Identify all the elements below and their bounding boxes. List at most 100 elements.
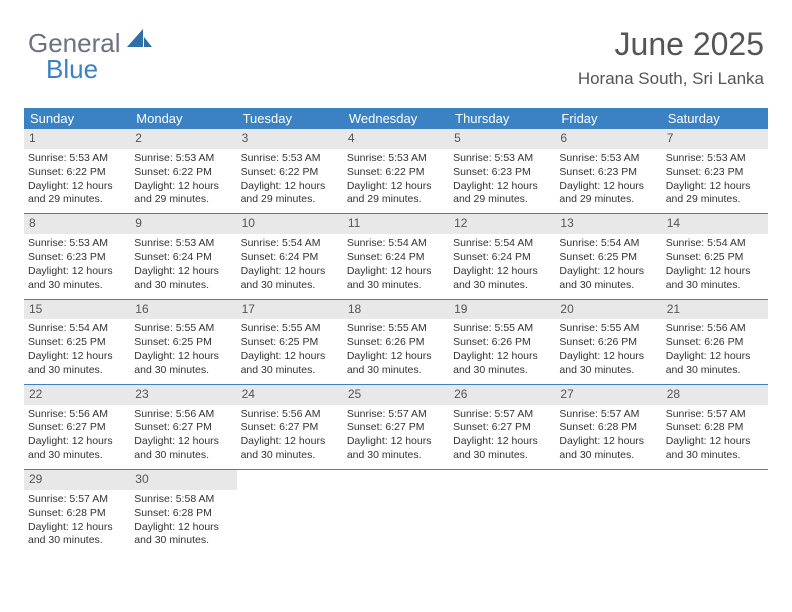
day-cell bbox=[555, 470, 661, 554]
day-body: Sunrise: 5:57 AMSunset: 6:27 PMDaylight:… bbox=[343, 405, 449, 469]
month-title: June 2025 bbox=[578, 26, 764, 63]
sunrise-line: Sunrise: 5:55 AM bbox=[559, 322, 657, 336]
daylight-line: Daylight: 12 hours and 30 minutes. bbox=[559, 265, 657, 293]
day-cell: 15Sunrise: 5:54 AMSunset: 6:25 PMDayligh… bbox=[24, 300, 130, 384]
daylight-line: Daylight: 12 hours and 30 minutes. bbox=[347, 350, 445, 378]
day-cell: 29Sunrise: 5:57 AMSunset: 6:28 PMDayligh… bbox=[24, 470, 130, 554]
sunrise-line: Sunrise: 5:57 AM bbox=[28, 493, 126, 507]
sunrise-line: Sunrise: 5:54 AM bbox=[666, 237, 764, 251]
day-body: Sunrise: 5:53 AMSunset: 6:24 PMDaylight:… bbox=[130, 234, 236, 298]
day-number: 26 bbox=[449, 385, 555, 405]
sunrise-line: Sunrise: 5:56 AM bbox=[666, 322, 764, 336]
day-cell: 28 Sunrise: 5:57 AMSunset: 6:28 PMDayligh… bbox=[662, 385, 768, 469]
day-body: Sunrise: 5:53 AMSunset: 6:23 PMDaylight:… bbox=[24, 234, 130, 298]
sunset-line: Sunset: 6:23 PM bbox=[28, 251, 126, 265]
sunrise-line: Sunrise: 5:53 AM bbox=[28, 237, 126, 251]
day-cell: 6Sunrise: 5:53 AMSunset: 6:23 PMDaylight… bbox=[555, 129, 661, 213]
sunset-line: Sunset: 6:25 PM bbox=[134, 336, 232, 350]
sunset-line: Sunset: 6:23 PM bbox=[453, 166, 551, 180]
day-cell: 27Sunrise: 5:57 AMSunset: 6:28 PMDayligh… bbox=[555, 385, 661, 469]
sunset-line: Sunset: 6:25 PM bbox=[241, 336, 339, 350]
day-body: Sunrise: 5:54 AMSunset: 6:24 PMDaylight:… bbox=[237, 234, 343, 298]
sunset-line: Sunset: 6:22 PM bbox=[241, 166, 339, 180]
daylight-line: Daylight: 12 hours and 30 minutes. bbox=[28, 435, 126, 463]
sunrise-line: Sunrise: 5:58 AM bbox=[134, 493, 232, 507]
day-cell bbox=[343, 470, 449, 554]
daylight-line: Daylight: 12 hours and 30 minutes. bbox=[347, 265, 445, 293]
calendar-grid: SundayMondayTuesdayWednesdayThursdayFrid… bbox=[24, 108, 768, 554]
day-number: 18 bbox=[343, 300, 449, 320]
day-cell: 26Sunrise: 5:57 AMSunset: 6:27 PMDayligh… bbox=[449, 385, 555, 469]
sunrise-line: Sunrise: 5:57 AM bbox=[666, 408, 764, 422]
day-cell: 19Sunrise: 5:55 AMSunset: 6:26 PMDayligh… bbox=[449, 300, 555, 384]
day-number: 10 bbox=[237, 214, 343, 234]
day-number: 2 bbox=[130, 129, 236, 149]
dow-cell: Monday bbox=[130, 108, 236, 129]
day-body: Sunrise: 5:54 AMSunset: 6:24 PMDaylight:… bbox=[449, 234, 555, 298]
day-cell: 10Sunrise: 5:54 AMSunset: 6:24 PMDayligh… bbox=[237, 214, 343, 298]
sunset-line: Sunset: 6:25 PM bbox=[559, 251, 657, 265]
daylight-line: Daylight: 12 hours and 30 minutes. bbox=[666, 350, 764, 378]
daylight-line: Daylight: 12 hours and 29 minutes. bbox=[134, 180, 232, 208]
sunrise-line: Sunrise: 5:56 AM bbox=[134, 408, 232, 422]
daylight-line: Daylight: 12 hours and 30 minutes. bbox=[28, 350, 126, 378]
logo-word-blue: Blue bbox=[46, 54, 98, 84]
sunset-line: Sunset: 6:27 PM bbox=[28, 421, 126, 435]
sunset-line: Sunset: 6:22 PM bbox=[347, 166, 445, 180]
sunrise-line: Sunrise: 5:55 AM bbox=[134, 322, 232, 336]
day-number: 7 bbox=[662, 129, 768, 149]
day-cell: 22Sunrise: 5:56 AMSunset: 6:27 PMDayligh… bbox=[24, 385, 130, 469]
day-cell: 3Sunrise: 5:53 AMSunset: 6:22 PMDaylight… bbox=[237, 129, 343, 213]
sunset-line: Sunset: 6:26 PM bbox=[666, 336, 764, 350]
daylight-line: Daylight: 12 hours and 30 minutes. bbox=[666, 435, 764, 463]
day-number: 13 bbox=[555, 214, 661, 234]
day-body: Sunrise: 5:56 AMSunset: 6:27 PMDaylight:… bbox=[130, 405, 236, 469]
sunset-line: Sunset: 6:24 PM bbox=[347, 251, 445, 265]
sunset-line: Sunset: 6:28 PM bbox=[666, 421, 764, 435]
week-row: 8Sunrise: 5:53 AMSunset: 6:23 PMDaylight… bbox=[24, 214, 768, 299]
day-body: Sunrise: 5:55 AMSunset: 6:25 PMDaylight:… bbox=[237, 319, 343, 383]
day-cell: 17Sunrise: 5:55 AMSunset: 6:25 PMDayligh… bbox=[237, 300, 343, 384]
day-body: Sunrise: 5:58 AMSunset: 6:28 PMDaylight:… bbox=[130, 490, 236, 554]
day-number: 8 bbox=[24, 214, 130, 234]
daylight-line: Daylight: 12 hours and 30 minutes. bbox=[453, 265, 551, 293]
daylight-line: Daylight: 12 hours and 29 minutes. bbox=[28, 180, 126, 208]
sunrise-line: Sunrise: 5:54 AM bbox=[347, 237, 445, 251]
day-cell: 20Sunrise: 5:55 AMSunset: 6:26 PMDayligh… bbox=[555, 300, 661, 384]
sunrise-line: Sunrise: 5:53 AM bbox=[28, 152, 126, 166]
daylight-line: Daylight: 12 hours and 30 minutes. bbox=[134, 521, 232, 549]
daylight-line: Daylight: 12 hours and 29 minutes. bbox=[241, 180, 339, 208]
sunrise-line: Sunrise: 5:54 AM bbox=[241, 237, 339, 251]
header: June 2025 Horana South, Sri Lanka bbox=[578, 26, 764, 89]
sunset-line: Sunset: 6:23 PM bbox=[666, 166, 764, 180]
day-cell: 14Sunrise: 5:54 AMSunset: 6:25 PMDayligh… bbox=[662, 214, 768, 298]
day-cell: 1Sunrise: 5:53 AMSunset: 6:22 PMDaylight… bbox=[24, 129, 130, 213]
daylight-line: Daylight: 12 hours and 30 minutes. bbox=[134, 265, 232, 293]
day-cell bbox=[449, 470, 555, 554]
sunrise-line: Sunrise: 5:56 AM bbox=[28, 408, 126, 422]
sunrise-line: Sunrise: 5:53 AM bbox=[347, 152, 445, 166]
sunset-line: Sunset: 6:25 PM bbox=[28, 336, 126, 350]
daylight-line: Daylight: 12 hours and 30 minutes. bbox=[559, 350, 657, 378]
day-number: 23 bbox=[130, 385, 236, 405]
daylight-line: Daylight: 12 hours and 29 minutes. bbox=[453, 180, 551, 208]
daylight-line: Daylight: 12 hours and 30 minutes. bbox=[134, 435, 232, 463]
daylight-line: Daylight: 12 hours and 30 minutes. bbox=[241, 350, 339, 378]
sunrise-line: Sunrise: 5:55 AM bbox=[453, 322, 551, 336]
day-cell: 16Sunrise: 5:55 AMSunset: 6:25 PMDayligh… bbox=[130, 300, 236, 384]
day-body: Sunrise: 5:55 AMSunset: 6:26 PMDaylight:… bbox=[343, 319, 449, 383]
sunset-line: Sunset: 6:27 PM bbox=[241, 421, 339, 435]
day-body: Sunrise: 5:55 AMSunset: 6:26 PMDaylight:… bbox=[449, 319, 555, 383]
daylight-line: Daylight: 12 hours and 30 minutes. bbox=[28, 265, 126, 293]
daylight-line: Daylight: 12 hours and 30 minutes. bbox=[347, 435, 445, 463]
day-cell bbox=[237, 470, 343, 554]
daylight-line: Daylight: 12 hours and 29 minutes. bbox=[347, 180, 445, 208]
week-row: 15Sunrise: 5:54 AMSunset: 6:25 PMDayligh… bbox=[24, 300, 768, 385]
sunset-line: Sunset: 6:23 PM bbox=[559, 166, 657, 180]
day-number: 28 bbox=[662, 385, 768, 405]
day-number: 5 bbox=[449, 129, 555, 149]
daylight-line: Daylight: 12 hours and 29 minutes. bbox=[559, 180, 657, 208]
day-body: Sunrise: 5:54 AMSunset: 6:25 PMDaylight:… bbox=[24, 319, 130, 383]
day-number: 19 bbox=[449, 300, 555, 320]
week-row: 29Sunrise: 5:57 AMSunset: 6:28 PMDayligh… bbox=[24, 470, 768, 554]
